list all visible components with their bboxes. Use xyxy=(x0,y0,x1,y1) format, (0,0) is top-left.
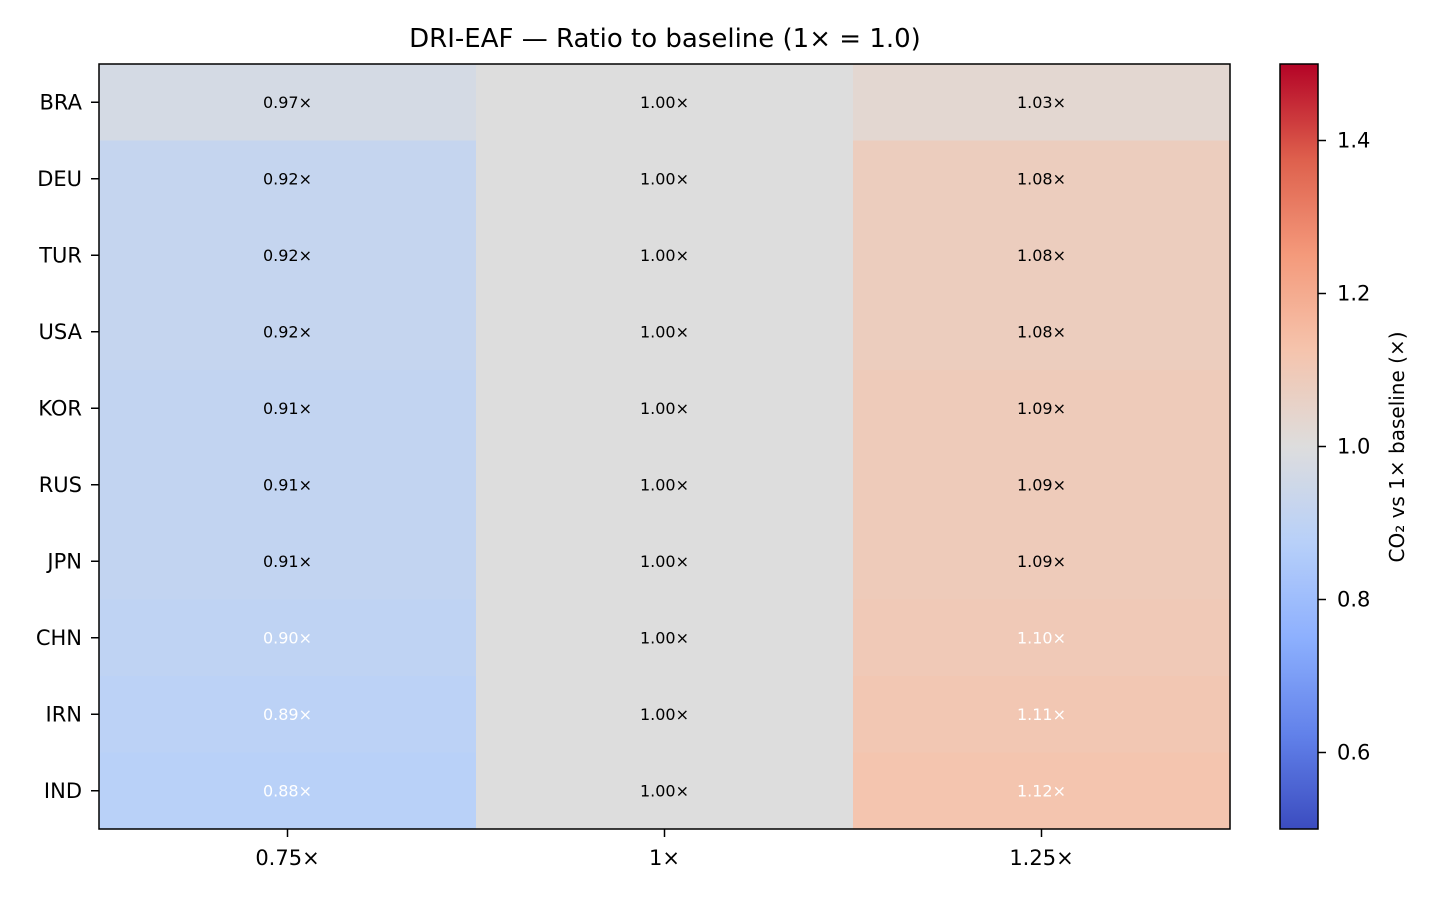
heatmap-cell xyxy=(476,446,854,524)
x-tick-label: 1.25× xyxy=(1009,846,1073,870)
cell-value-label: 1.00× xyxy=(640,169,689,188)
cell-value-label: 1.08× xyxy=(1017,169,1066,188)
heatmap-cell xyxy=(853,370,1231,448)
y-axis: BRA DEU TUR USA KOR RUS JPN CHN IRN IND xyxy=(36,90,99,803)
y-tick-label: CHN xyxy=(36,626,82,650)
cell-value-label: 1.09× xyxy=(1017,552,1066,571)
colorbar-tick-label: 0.8 xyxy=(1337,588,1370,612)
heatmap-cell xyxy=(99,64,477,142)
colorbar-tick-label: 1.2 xyxy=(1337,282,1370,306)
heatmap-cell xyxy=(476,752,854,830)
heatmap-cell xyxy=(476,293,854,371)
cell-value-label: 1.12× xyxy=(1017,781,1066,800)
cell-value-label: 1.03× xyxy=(1017,93,1066,112)
cell-value-label: 0.90× xyxy=(263,628,312,647)
colorbar-label: CO₂ vs 1× baseline (×) xyxy=(1385,331,1409,562)
cell-value-label: 0.92× xyxy=(263,246,312,265)
y-tick-label: BRA xyxy=(39,90,82,114)
colorbar-tick-label: 0.6 xyxy=(1337,741,1370,765)
chart-title: DRI-EAF — Ratio to baseline (1× = 1.0) xyxy=(409,24,921,54)
y-tick-label: TUR xyxy=(38,243,82,267)
heatmap-cell xyxy=(99,446,477,524)
cell-value-label: 0.97× xyxy=(263,93,312,112)
cell-value-label: 1.00× xyxy=(640,399,689,418)
heatmap-cell xyxy=(476,676,854,754)
cell-value-label: 0.88× xyxy=(263,781,312,800)
cell-value-label: 1.00× xyxy=(640,705,689,724)
cell-value-label: 0.91× xyxy=(263,399,312,418)
cell-value-label: 0.92× xyxy=(263,169,312,188)
heatmap-cell xyxy=(853,599,1231,677)
heatmap-cell xyxy=(99,217,477,295)
heatmap-cells xyxy=(99,64,1231,830)
heatmap-cell xyxy=(476,140,854,218)
cell-value-label: 1.00× xyxy=(640,246,689,265)
cell-value-label: 1.00× xyxy=(640,475,689,494)
cell-value-label: 0.89× xyxy=(263,705,312,724)
heatmap-cell xyxy=(853,64,1231,142)
x-tick-label: 0.75× xyxy=(255,846,319,870)
heatmap-cell xyxy=(476,64,854,142)
colorbar-axis: 0.6 0.8 1.0 1.2 1.4 xyxy=(1318,129,1370,765)
cell-value-label: 1.08× xyxy=(1017,246,1066,265)
heatmap-cell xyxy=(476,370,854,448)
cell-value-label: 1.08× xyxy=(1017,322,1066,341)
colorbar xyxy=(1279,63,1319,830)
heatmap-cell xyxy=(853,676,1231,754)
cell-value-label: 1.10× xyxy=(1017,628,1066,647)
y-tick-label: RUS xyxy=(39,473,82,497)
heatmap-cell xyxy=(99,293,477,371)
heatmap-cell-labels: 0.97× 1.00× 1.03× 0.92× 1.00× 1.08× 0.92× 1.00×… xyxy=(263,93,1066,801)
heatmap-cell xyxy=(853,446,1231,524)
heatmap-cell xyxy=(99,599,477,677)
cell-value-label: 1.09× xyxy=(1017,475,1066,494)
cell-value-label: 1.00× xyxy=(640,628,689,647)
heatmap-cell xyxy=(853,140,1231,218)
x-axis: 0.75× 1× 1.25× xyxy=(255,829,1074,870)
cell-value-label: 1.00× xyxy=(640,93,689,112)
cell-value-label: 0.92× xyxy=(263,322,312,341)
heatmap-cell xyxy=(476,599,854,677)
x-tick-label: 1× xyxy=(649,846,680,870)
y-tick-label: JPN xyxy=(45,549,82,573)
heatmap-cell xyxy=(99,676,477,754)
cell-value-label: 1.00× xyxy=(640,552,689,571)
colorbar-tick-label: 1.0 xyxy=(1337,435,1370,459)
heatmap-cell xyxy=(99,140,477,218)
y-tick-label: KOR xyxy=(38,396,82,420)
cell-value-label: 0.91× xyxy=(263,552,312,571)
heatmap-cell xyxy=(99,752,477,830)
heatmap-cell xyxy=(853,217,1231,295)
cell-value-label: 1.11× xyxy=(1017,705,1066,724)
heatmap-cell xyxy=(99,370,477,448)
y-tick-label: USA xyxy=(39,320,83,344)
colorbar-tick-label: 1.4 xyxy=(1337,129,1370,153)
heatmap-cell xyxy=(476,217,854,295)
heatmap-cell xyxy=(853,293,1231,371)
cell-value-label: 0.91× xyxy=(263,475,312,494)
heatmap-cell xyxy=(853,752,1231,830)
cell-value-label: 1.09× xyxy=(1017,399,1066,418)
heatmap-cell xyxy=(476,523,854,601)
cell-value-label: 1.00× xyxy=(640,322,689,341)
cell-value-label: 1.00× xyxy=(640,781,689,800)
y-tick-label: IRN xyxy=(46,702,83,726)
y-tick-label: IND xyxy=(44,779,82,803)
heatmap-cell xyxy=(99,523,477,601)
y-tick-label: DEU xyxy=(37,167,82,191)
heatmap-cell xyxy=(853,523,1231,601)
